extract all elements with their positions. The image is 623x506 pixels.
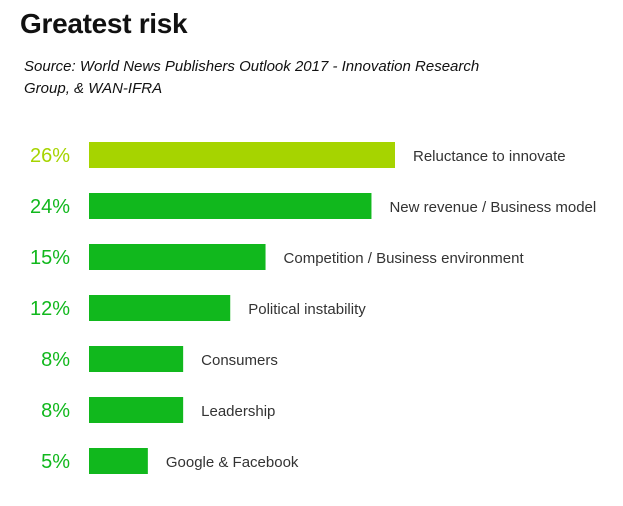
chart-title: Greatest risk <box>20 8 188 39</box>
bar <box>89 193 372 219</box>
category-label: Political instability <box>248 301 366 318</box>
value-label: 26% <box>30 145 70 167</box>
category-label: New revenue / Business model <box>389 199 596 216</box>
bar-row: 26% Reluctance to innovate <box>30 142 566 168</box>
category-label: Leadership <box>201 403 275 420</box>
bar-row: 24% New revenue / Business model <box>30 193 596 219</box>
bar-row: 15% Competition / Business environment <box>30 244 525 270</box>
bar <box>89 346 184 372</box>
bar <box>89 295 231 321</box>
bar-row: 5% Google & Facebook <box>41 448 299 474</box>
bar-row: 12% Political instability <box>30 295 366 321</box>
category-label: Reluctance to innovate <box>413 148 566 165</box>
value-label: 8% <box>41 400 70 422</box>
value-label: 8% <box>41 349 70 371</box>
value-label: 5% <box>41 451 70 473</box>
category-label: Google & Facebook <box>166 454 299 471</box>
bar-row: 8% Consumers <box>41 346 278 372</box>
bar-row: 8% Leadership <box>41 397 275 423</box>
value-label: 15% <box>30 247 70 269</box>
bar <box>89 448 148 474</box>
bar <box>89 397 184 423</box>
value-label: 12% <box>30 298 70 320</box>
category-label: Consumers <box>201 352 278 369</box>
value-label: 24% <box>30 196 70 218</box>
bar <box>89 244 266 270</box>
bar <box>89 142 395 168</box>
category-label: Competition / Business environment <box>284 250 525 267</box>
chart-source-note: Source: World News Publishers Outlook 20… <box>24 58 480 97</box>
